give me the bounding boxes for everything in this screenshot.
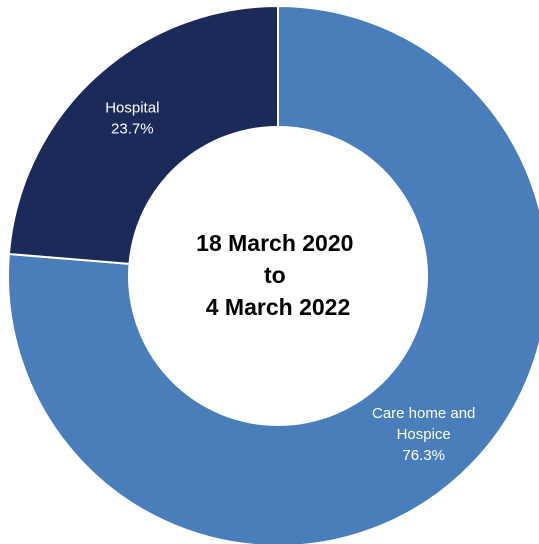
center-label-line: 4 March 2022: [206, 294, 350, 320]
slice-label-line: 76.3%: [402, 447, 445, 464]
center-label-line: 18 March 2020: [196, 230, 353, 256]
center-label-line: to: [264, 262, 286, 288]
slice-label-line: Hospice: [397, 426, 451, 443]
slice-label-line: Care home and: [372, 405, 475, 422]
slice-label-line: 23.7%: [111, 120, 154, 137]
slice-label-line: Hospital: [105, 99, 159, 116]
